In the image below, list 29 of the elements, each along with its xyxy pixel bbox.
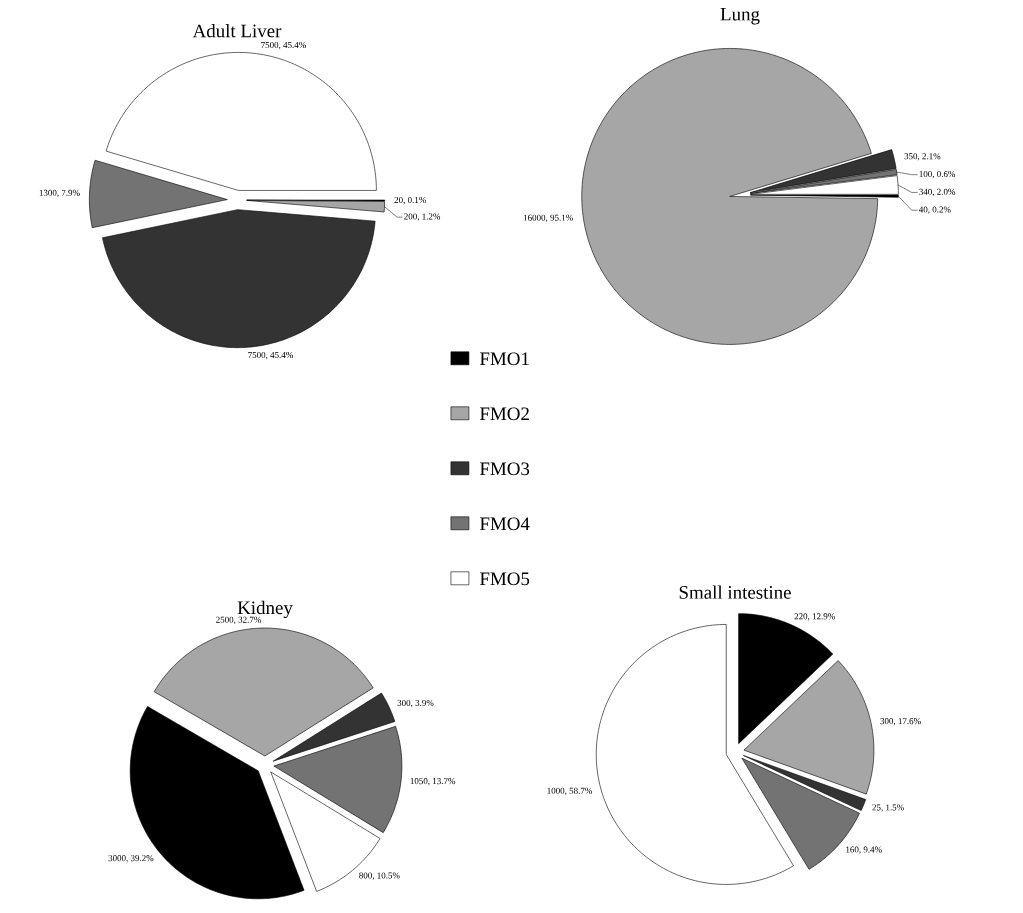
chart-title: Adult Liver <box>192 24 282 38</box>
data-label: 20, 0.1% <box>394 196 426 205</box>
data-label: 16000, 95.1% <box>523 214 573 222</box>
legend-label: FMO3 <box>479 462 530 476</box>
legend-label: FMO1 <box>479 352 529 366</box>
data-label: 200, 1.2% <box>404 213 441 221</box>
data-label: 7500, 45.4% <box>261 42 306 50</box>
legend-label: FMO5 <box>479 572 530 586</box>
chart-title: Small intestine <box>679 585 791 599</box>
data-label: 1300, 7.9% <box>39 189 80 198</box>
data-label: 25, 1.5% <box>872 804 904 812</box>
data-label: 340, 2.0% <box>919 188 956 197</box>
chart-title: Kidney <box>237 600 293 619</box>
data-label: 100, 0.6% <box>919 171 956 179</box>
data-label: 160, 9.4% <box>846 846 882 854</box>
data-label: 800, 10.5% <box>359 872 400 880</box>
data-label: 300, 3.9% <box>397 699 434 708</box>
legend-label: FMO4 <box>479 517 530 531</box>
data-label: 7500, 45.4% <box>248 351 293 360</box>
data-label: 3000, 39.2% <box>108 855 154 863</box>
legend-label: FMO2 <box>479 407 529 421</box>
data-label: 1000, 58.7% <box>547 787 593 796</box>
data-label: 220, 12.9% <box>794 613 835 621</box>
data-label: 1050, 13.7% <box>410 778 456 786</box>
data-label: 300, 17.6% <box>880 718 921 726</box>
data-label: 2500, 32.7% <box>216 616 261 625</box>
data-label: 350, 2.1% <box>904 153 941 161</box>
data-label: 40, 0.2% <box>918 206 951 214</box>
chart-title: Lung <box>720 7 760 25</box>
